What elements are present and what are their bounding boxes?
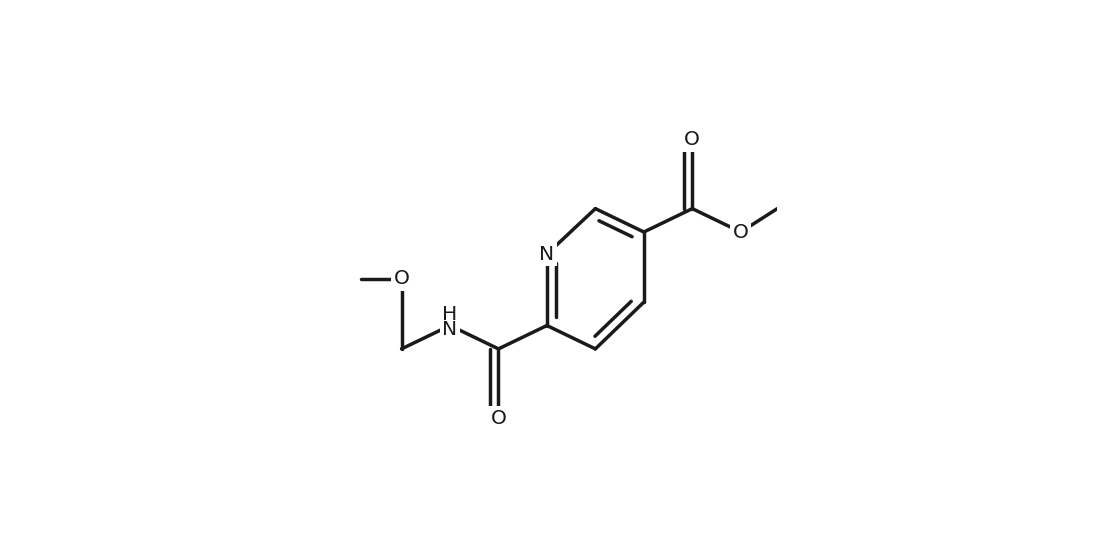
Text: H: H <box>442 305 457 325</box>
Text: H: H <box>442 316 457 335</box>
Text: O: O <box>393 269 410 288</box>
Text: N: N <box>539 245 554 264</box>
Text: O: O <box>733 222 748 242</box>
Text: O: O <box>490 408 507 428</box>
Text: O: O <box>684 130 700 149</box>
Text: N: N <box>442 320 457 339</box>
